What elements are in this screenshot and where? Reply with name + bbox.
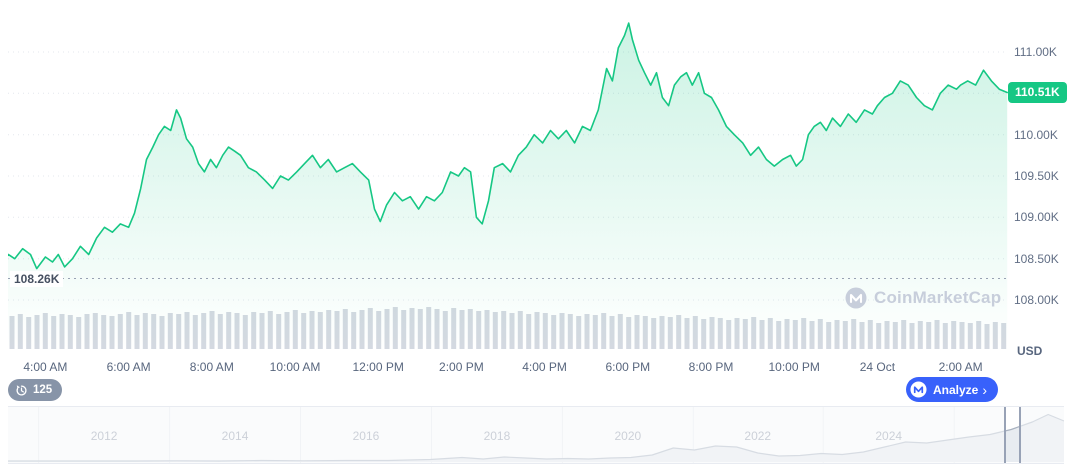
x-axis-label: 24 Oct	[859, 360, 896, 374]
x-axis-label: 12:00 PM	[352, 360, 404, 374]
currency-unit-label: USD	[1017, 344, 1043, 358]
x-axis-label: 8:00 PM	[688, 360, 734, 374]
y-axis-label: 108.00K	[1014, 293, 1059, 307]
range-year-label: 2024	[875, 429, 903, 443]
chart-area[interactable]: CoinMarketCap 108.26K 111.00K 110.00K 109.…	[0, 0, 1072, 376]
x-axis-label: 4:00 PM	[522, 360, 567, 374]
range-handle-left[interactable]	[1003, 407, 1006, 463]
x-axis-label: 10:00 AM	[269, 360, 321, 374]
x-axis-label: 10:00 PM	[768, 360, 820, 374]
current-price-badge: 110.51K	[1008, 81, 1067, 103]
range-year-label: 2022	[744, 429, 772, 443]
x-axis-label: 6:00 AM	[106, 360, 151, 374]
x-axis-label: 4:00 AM	[23, 360, 68, 374]
range-chart-svg	[8, 407, 1064, 463]
range-year-label: 2020	[614, 429, 642, 443]
y-axis-label: 108.50K	[1014, 251, 1059, 266]
x-axis-label: 2:00 PM	[439, 360, 484, 374]
history-count: 125	[33, 384, 53, 396]
range-selector[interactable]: 2012 2014 2016 2018 2020 2022 2024	[8, 406, 1064, 464]
range-year-label: 2012	[90, 429, 118, 443]
open-price-label: 108.26K	[10, 270, 64, 287]
y-axis-label: 109.50K	[1014, 169, 1059, 183]
x-axis-label: 6:00 PM	[605, 360, 651, 374]
y-axis-label: 110.00K	[1014, 127, 1058, 142]
analyze-label: Analyze	[932, 382, 979, 397]
coinmarketcap-logo-icon	[910, 381, 927, 398]
history-clock-icon	[16, 384, 27, 395]
x-axis-label: 8:00 AM	[189, 360, 234, 374]
coinmarketcap-watermark: CoinMarketCap	[845, 287, 1001, 309]
chevron-right-icon: ›	[982, 381, 987, 398]
range-year-label: 2014	[221, 429, 249, 443]
price-chart-svg[interactable]	[8, 0, 1008, 352]
coinmarketcap-logo-icon	[845, 287, 867, 309]
range-year-label: 2016	[352, 429, 380, 443]
watermark-text: CoinMarketCap	[874, 288, 1002, 307]
y-axis-label: 109.00K	[1014, 210, 1059, 225]
y-axis-label: 111.00K	[1014, 45, 1057, 59]
x-axis-label: 2:00 AM	[938, 360, 983, 374]
range-handle-right[interactable]	[1018, 407, 1021, 463]
history-button[interactable]: 125	[8, 379, 63, 401]
analyze-button[interactable]: Analyze ›	[905, 377, 998, 402]
range-year-label: 2018	[483, 429, 511, 443]
